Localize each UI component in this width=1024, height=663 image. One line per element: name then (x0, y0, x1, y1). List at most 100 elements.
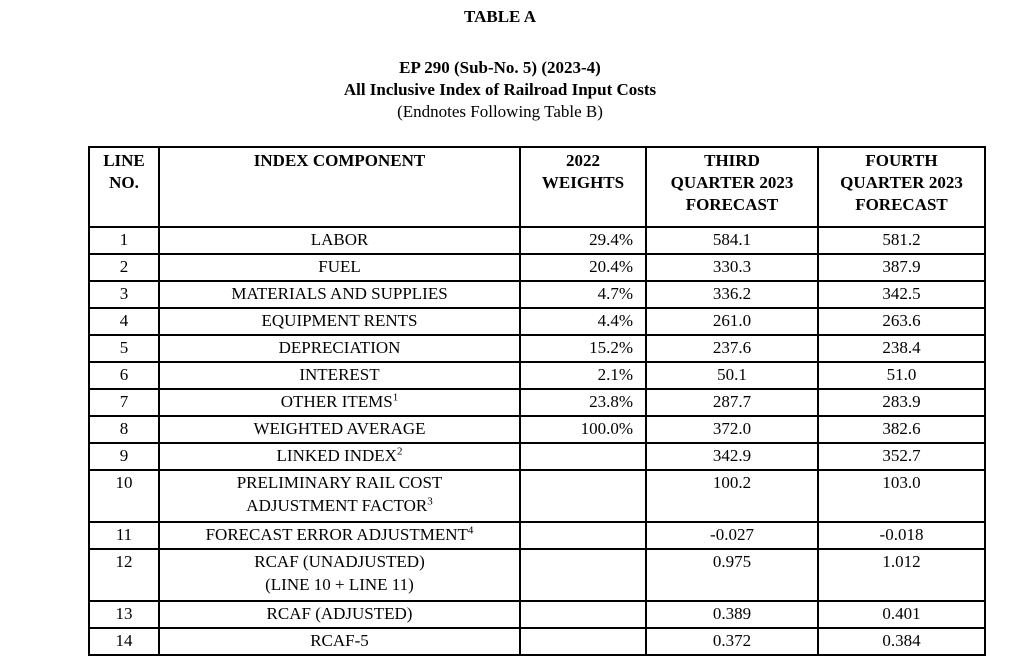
table-row-line-4: 4 EQUIPMENT RENTS 4.4% 261.0 263.6 (88, 307, 986, 336)
weight-cell (519, 521, 647, 550)
component-cell: WEIGHTED AVERAGE (158, 415, 521, 444)
table-row-line-8: 8 WEIGHTED AVERAGE 100.0% 372.0 382.6 (88, 415, 986, 444)
column-header-q4: FOURTH QUARTER 2023 FORECAST (817, 146, 986, 228)
document-heading: EP 290 (Sub-No. 5) (2023-4) All Inclusiv… (0, 57, 1000, 123)
index-cost-table: LINE NO. INDEX COMPONENT 2022 WEIGHTS THIRD QU… (88, 146, 986, 656)
weight-cell: 2.1% (519, 361, 647, 390)
column-header-component: INDEX COMPONENT (158, 146, 521, 228)
column-header-line_no: LINE NO. (88, 146, 160, 228)
footnote-marker: 3 (427, 495, 433, 508)
weight-cell (519, 469, 647, 523)
weight-cell (519, 627, 647, 656)
table-row-line-5: 5 DEPRECIATION 15.2% 237.6 238.4 (88, 334, 986, 363)
line-no-cell: 2 (88, 253, 160, 282)
endnote-reference: (Endnotes Following Table B) (397, 102, 603, 121)
document-title: All Inclusive Index of Railroad Input Co… (343, 80, 657, 99)
component-cell: EQUIPMENT RENTS (158, 307, 521, 336)
q4-forecast-cell: 238.4 (817, 334, 986, 363)
weight-cell: 20.4% (519, 253, 647, 282)
q3-forecast-cell: 261.0 (645, 307, 819, 336)
component-cell: FORECAST ERROR ADJUSTMENT4 (158, 521, 521, 550)
weight-cell: 4.7% (519, 280, 647, 309)
table-header-row: LINE NO. INDEX COMPONENT 2022 WEIGHTS THIRD QU… (88, 146, 986, 228)
line-no-cell: 5 (88, 334, 160, 363)
table-row-line-7: 7 OTHER ITEMS1 23.8% 287.7 283.9 (88, 388, 986, 417)
weight-cell (519, 600, 647, 629)
component-cell: DEPRECIATION (158, 334, 521, 363)
line-no-cell: 6 (88, 361, 160, 390)
component-cell: PRELIMINARY RAIL COST ADJUSTMENT FACTOR3 (158, 469, 521, 523)
component-cell: RCAF (ADJUSTED) (158, 600, 521, 629)
line-no-cell: 13 (88, 600, 160, 629)
q4-forecast-cell: 283.9 (817, 388, 986, 417)
q4-forecast-cell: 1.012 (817, 548, 986, 602)
line-no-cell: 3 (88, 280, 160, 309)
line-no-cell: 9 (88, 442, 160, 471)
q3-forecast-cell: -0.027 (645, 521, 819, 550)
line-no-cell: 10 (88, 469, 160, 523)
q3-forecast-cell: 100.2 (645, 469, 819, 523)
q4-forecast-cell: 51.0 (817, 361, 986, 390)
table-row-line-6: 6 INTEREST 2.1% 50.1 51.0 (88, 361, 986, 390)
component-cell: LINKED INDEX2 (158, 442, 521, 471)
weight-cell (519, 442, 647, 471)
table-row-line-9: 9 LINKED INDEX2 342.9 352.7 (88, 442, 986, 471)
table-row-line-1: 1 LABOR 29.4% 584.1 581.2 (88, 226, 986, 255)
q3-forecast-cell: 336.2 (645, 280, 819, 309)
line-no-cell: 4 (88, 307, 160, 336)
line-no-cell: 12 (88, 548, 160, 602)
table-row-line-2: 2 FUEL 20.4% 330.3 387.9 (88, 253, 986, 282)
q3-forecast-cell: 330.3 (645, 253, 819, 282)
q4-forecast-cell: 0.401 (817, 600, 986, 629)
component-cell: RCAF-5 (158, 627, 521, 656)
component-cell: LABOR (158, 226, 521, 255)
footnote-marker: 1 (392, 391, 399, 404)
q4-forecast-cell: 0.384 (817, 627, 986, 656)
q4-forecast-cell: 352.7 (817, 442, 986, 471)
component-cell: FUEL (158, 253, 521, 282)
table-row-line-11: 11 FORECAST ERROR ADJUSTMENT4 -0.027 -0.018 (88, 521, 986, 550)
q4-forecast-cell: 103.0 (817, 469, 986, 523)
q3-forecast-cell: 237.6 (645, 334, 819, 363)
footnote-marker: 2 (396, 445, 403, 458)
docket-line: EP 290 (Sub-No. 5) (2023-4) (399, 58, 601, 77)
table-label: TABLE A (464, 7, 536, 26)
q3-forecast-cell: 0.975 (645, 548, 819, 602)
weight-cell: 4.4% (519, 307, 647, 336)
table-row-line-13: 13 RCAF (ADJUSTED) 0.389 0.401 (88, 600, 986, 629)
component-cell: OTHER ITEMS1 (158, 388, 521, 417)
q4-forecast-cell: 263.6 (817, 307, 986, 336)
q3-forecast-cell: 342.9 (645, 442, 819, 471)
q4-forecast-cell: 382.6 (817, 415, 986, 444)
q4-forecast-cell: 581.2 (817, 226, 986, 255)
line-no-cell: 11 (88, 521, 160, 550)
weight-cell: 29.4% (519, 226, 647, 255)
table-row-line-3: 3 MATERIALS AND SUPPLIES 4.7% 336.2 342.5 (88, 280, 986, 309)
component-cell: RCAF (UNADJUSTED) (LINE 10 + LINE 11) (158, 548, 521, 602)
column-header-q3: THIRD QUARTER 2023 FORECAST (645, 146, 819, 228)
weight-cell: 100.0% (519, 415, 647, 444)
q3-forecast-cell: 287.7 (645, 388, 819, 417)
line-no-cell: 1 (88, 226, 160, 255)
table-row-line-12: 12 RCAF (UNADJUSTED) (LINE 10 + LINE 11) 0.… (88, 548, 986, 602)
q4-forecast-cell: -0.018 (817, 521, 986, 550)
weight-cell: 23.8% (519, 388, 647, 417)
table-row-line-14: 14 RCAF-5 0.372 0.384 (88, 627, 986, 656)
component-cell: MATERIALS AND SUPPLIES (158, 280, 521, 309)
q3-forecast-cell: 0.372 (645, 627, 819, 656)
q3-forecast-cell: 0.389 (645, 600, 819, 629)
q3-forecast-cell: 50.1 (645, 361, 819, 390)
column-header-weight: 2022 WEIGHTS (519, 146, 647, 228)
component-cell: INTEREST (158, 361, 521, 390)
weight-cell (519, 548, 647, 602)
line-no-cell: 7 (88, 388, 160, 417)
q4-forecast-cell: 387.9 (817, 253, 986, 282)
q4-forecast-cell: 342.5 (817, 280, 986, 309)
line-no-cell: 8 (88, 415, 160, 444)
footnote-marker: 4 (467, 524, 474, 537)
q3-forecast-cell: 372.0 (645, 415, 819, 444)
line-no-cell: 14 (88, 627, 160, 656)
table-row-line-10: 10 PRELIMINARY RAIL COST ADJUSTMENT FACTOR… (88, 469, 986, 523)
weight-cell: 15.2% (519, 334, 647, 363)
q3-forecast-cell: 584.1 (645, 226, 819, 255)
